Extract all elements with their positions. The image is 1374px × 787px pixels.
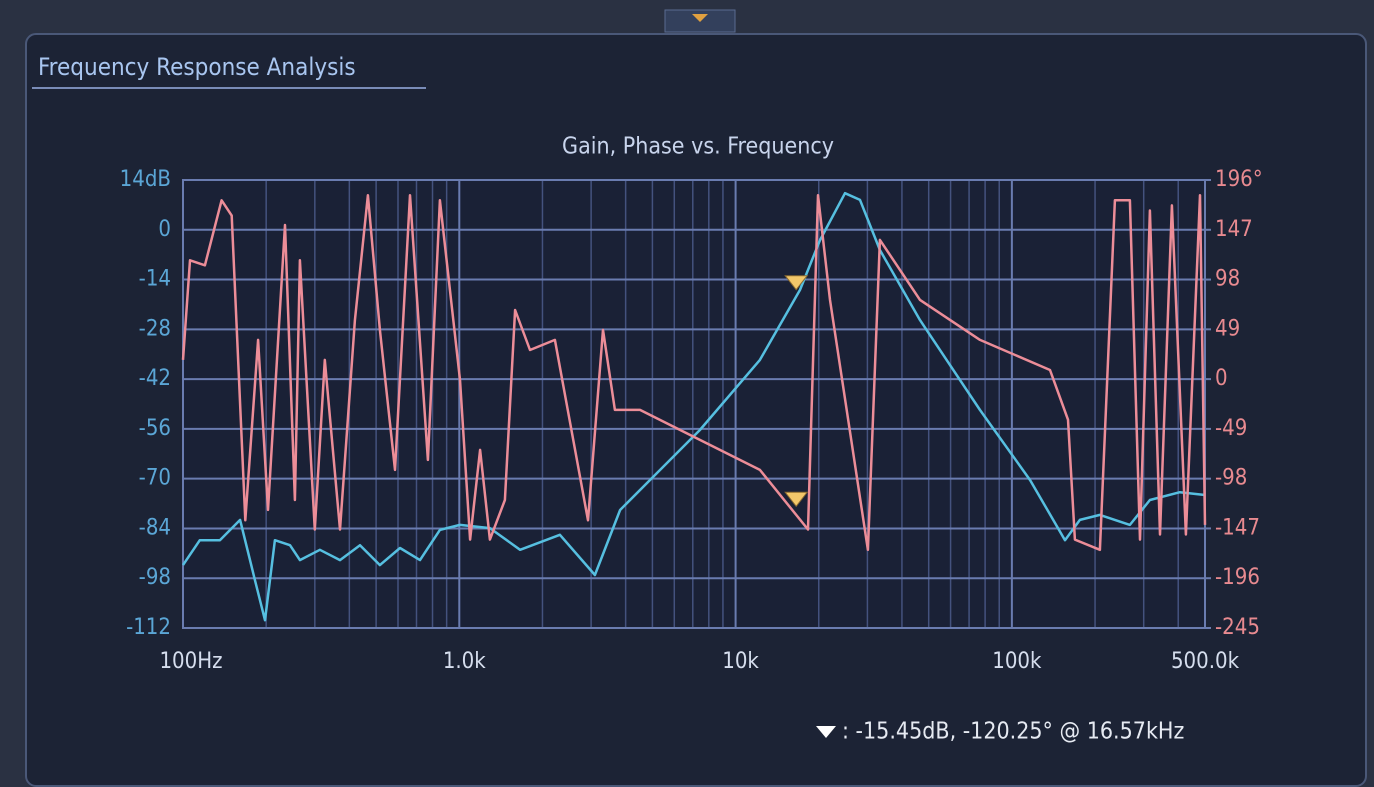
- y2-tick-label: -49: [1215, 416, 1247, 441]
- chart-title: Gain, Phase vs. Frequency: [562, 134, 834, 160]
- y2-tick-label: 147: [1215, 217, 1253, 242]
- y-tick-label: -14: [139, 267, 171, 292]
- marker: [784, 275, 809, 291]
- y2-tick-label: -196: [1215, 565, 1260, 590]
- y-tick-label: 14dB: [120, 167, 171, 192]
- y2-tick-label: 0: [1215, 366, 1228, 391]
- y-tick-label: -42: [139, 366, 171, 391]
- y-tick-label: -28: [139, 316, 171, 341]
- x-tick-label: 100k: [992, 649, 1042, 674]
- x-tick-label: 10k: [722, 649, 759, 674]
- y-tick-label: -112: [126, 615, 171, 640]
- panel-title: Frequency Response Analysis: [38, 53, 356, 81]
- y-tick-label: -98: [139, 565, 171, 590]
- y-tick-label: -84: [139, 515, 171, 540]
- y2-tick-label: 196°: [1215, 167, 1263, 192]
- trace: [181, 193, 1207, 552]
- marker: [784, 491, 809, 508]
- plot-area: [182, 179, 1206, 629]
- y2-tick-label: -147: [1215, 515, 1260, 540]
- y-tick-label: -56: [139, 416, 171, 441]
- y-tick-label: 0: [158, 217, 171, 242]
- trace: [181, 191, 1206, 622]
- y2-tick-label: 49: [1215, 316, 1240, 341]
- marker-readout: : -15.45dB, -120.25° @ 16.57kHz: [842, 719, 1184, 745]
- top-tab-icon: [692, 14, 708, 22]
- y2-tick-label: -98: [1215, 466, 1247, 491]
- x-tick-label: 500.0k: [1171, 649, 1240, 674]
- y-tick-label: -70: [139, 466, 171, 491]
- y2-tick-label: 98: [1215, 267, 1240, 292]
- x-tick-label: 100Hz: [159, 649, 222, 674]
- x-tick-label: 1.0k: [443, 649, 486, 674]
- readout-icon: [816, 726, 836, 738]
- y2-tick-label: -245: [1215, 615, 1260, 640]
